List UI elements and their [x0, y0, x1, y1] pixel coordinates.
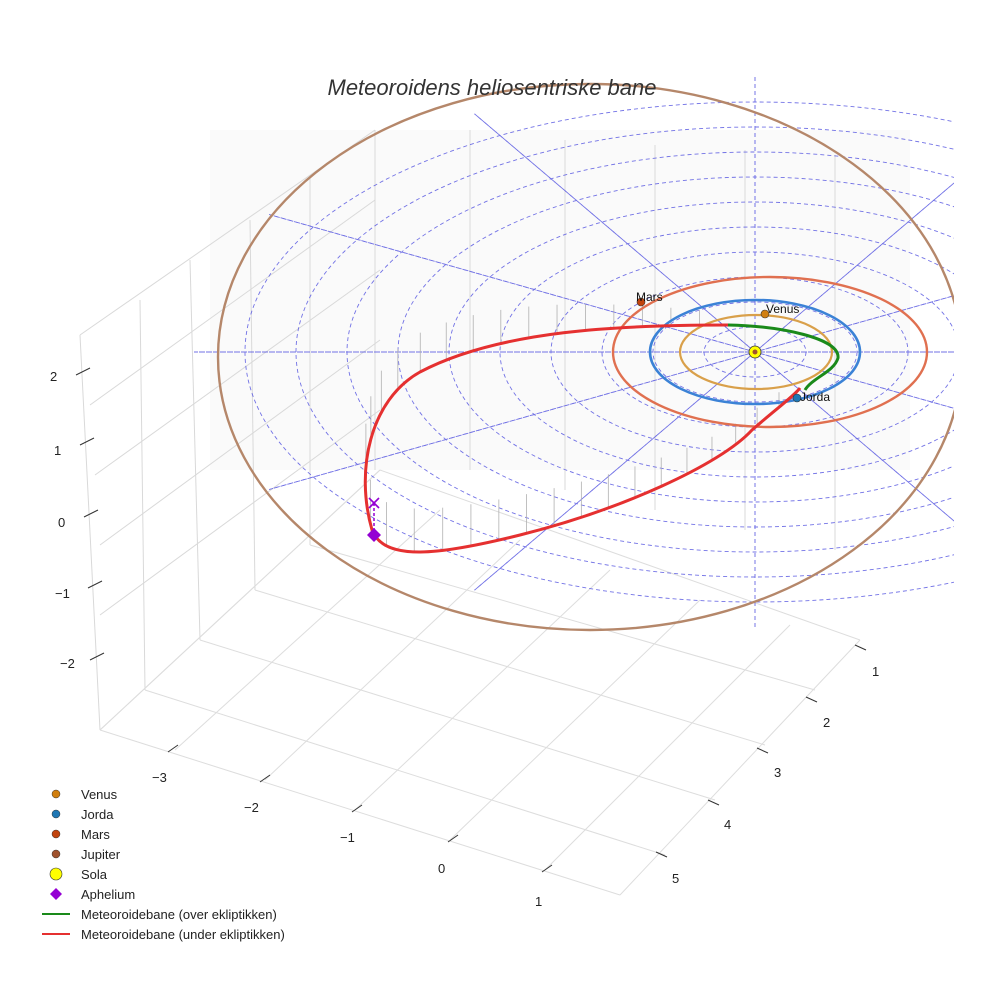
meteoroid-orbit-below: [363, 323, 802, 554]
x-tick-label: 0: [438, 861, 445, 876]
earth-orbit: [648, 298, 862, 406]
y-tick-label: 3: [774, 765, 781, 780]
z-tick-label: −1: [55, 586, 70, 601]
aphelion-projection-icon: [368, 497, 380, 509]
venus-label: Venus: [766, 302, 799, 316]
x-tick-label: −2: [244, 800, 259, 815]
y-tick-label: 5: [672, 871, 679, 886]
legend-label: Sola: [81, 867, 108, 882]
jupiter-marker-at-sun: [752, 349, 758, 355]
y-tick-label: 1: [872, 664, 879, 679]
chart-title: Meteoroidens heliosentriske bane: [328, 75, 657, 100]
legend-venus-icon: [51, 789, 61, 799]
legend-jupiter-icon: [51, 849, 61, 859]
legend-label: Jupiter: [81, 847, 121, 862]
z-tick-label: −2: [60, 656, 75, 671]
mars-marker: [636, 297, 646, 307]
back-pane: [210, 130, 910, 470]
z-tick-label: 0: [58, 515, 65, 530]
legend-mars-icon: [51, 829, 61, 839]
x-axis-ticks: −3 −2 −1 0 1: [152, 744, 553, 909]
y-tick-label: 4: [724, 817, 731, 832]
legend-aphelion-icon: [50, 888, 62, 900]
z-tick-label: 2: [50, 369, 57, 384]
legend-label: Mars: [81, 827, 110, 842]
aphelion-marker: [367, 528, 381, 542]
x-tick-label: 1: [535, 894, 542, 909]
y-axis-ticks: 1 2 3 4 5: [655, 644, 879, 886]
legend-label: Jorda: [81, 807, 114, 822]
jupiter-orbit: [216, 82, 954, 632]
meteoroid-orbit-above: [727, 323, 840, 391]
z-axis-ticks: 2 1 0 −1 −2: [50, 367, 105, 671]
venus-marker: [760, 309, 770, 319]
earth-marker: [792, 393, 802, 403]
x-tick-label: −3: [152, 770, 167, 785]
legend-label: Venus: [81, 787, 118, 802]
mars-orbit: [611, 275, 929, 429]
earth-label: Jorda: [800, 390, 830, 404]
mars-label: Mars: [636, 290, 663, 304]
floor-grid: [99, 469, 861, 896]
axes-box: [79, 129, 910, 896]
legend-label: Meteoroidebane (under ekliptikken): [81, 927, 285, 942]
z-tick-label: 1: [54, 443, 61, 458]
x-tick-label: −1: [340, 830, 355, 845]
y-tick-label: 2: [823, 715, 830, 730]
legend-earth-icon: [51, 809, 61, 819]
legend-label: Aphelium: [81, 887, 135, 902]
legend-sun-icon: [49, 867, 63, 881]
legend-label: Meteoroidebane (over ekliptikken): [81, 907, 277, 922]
venus-orbit: [678, 313, 834, 391]
legend: Venus Jorda Mars Jupiter Sola Aphelium M…: [42, 787, 285, 942]
